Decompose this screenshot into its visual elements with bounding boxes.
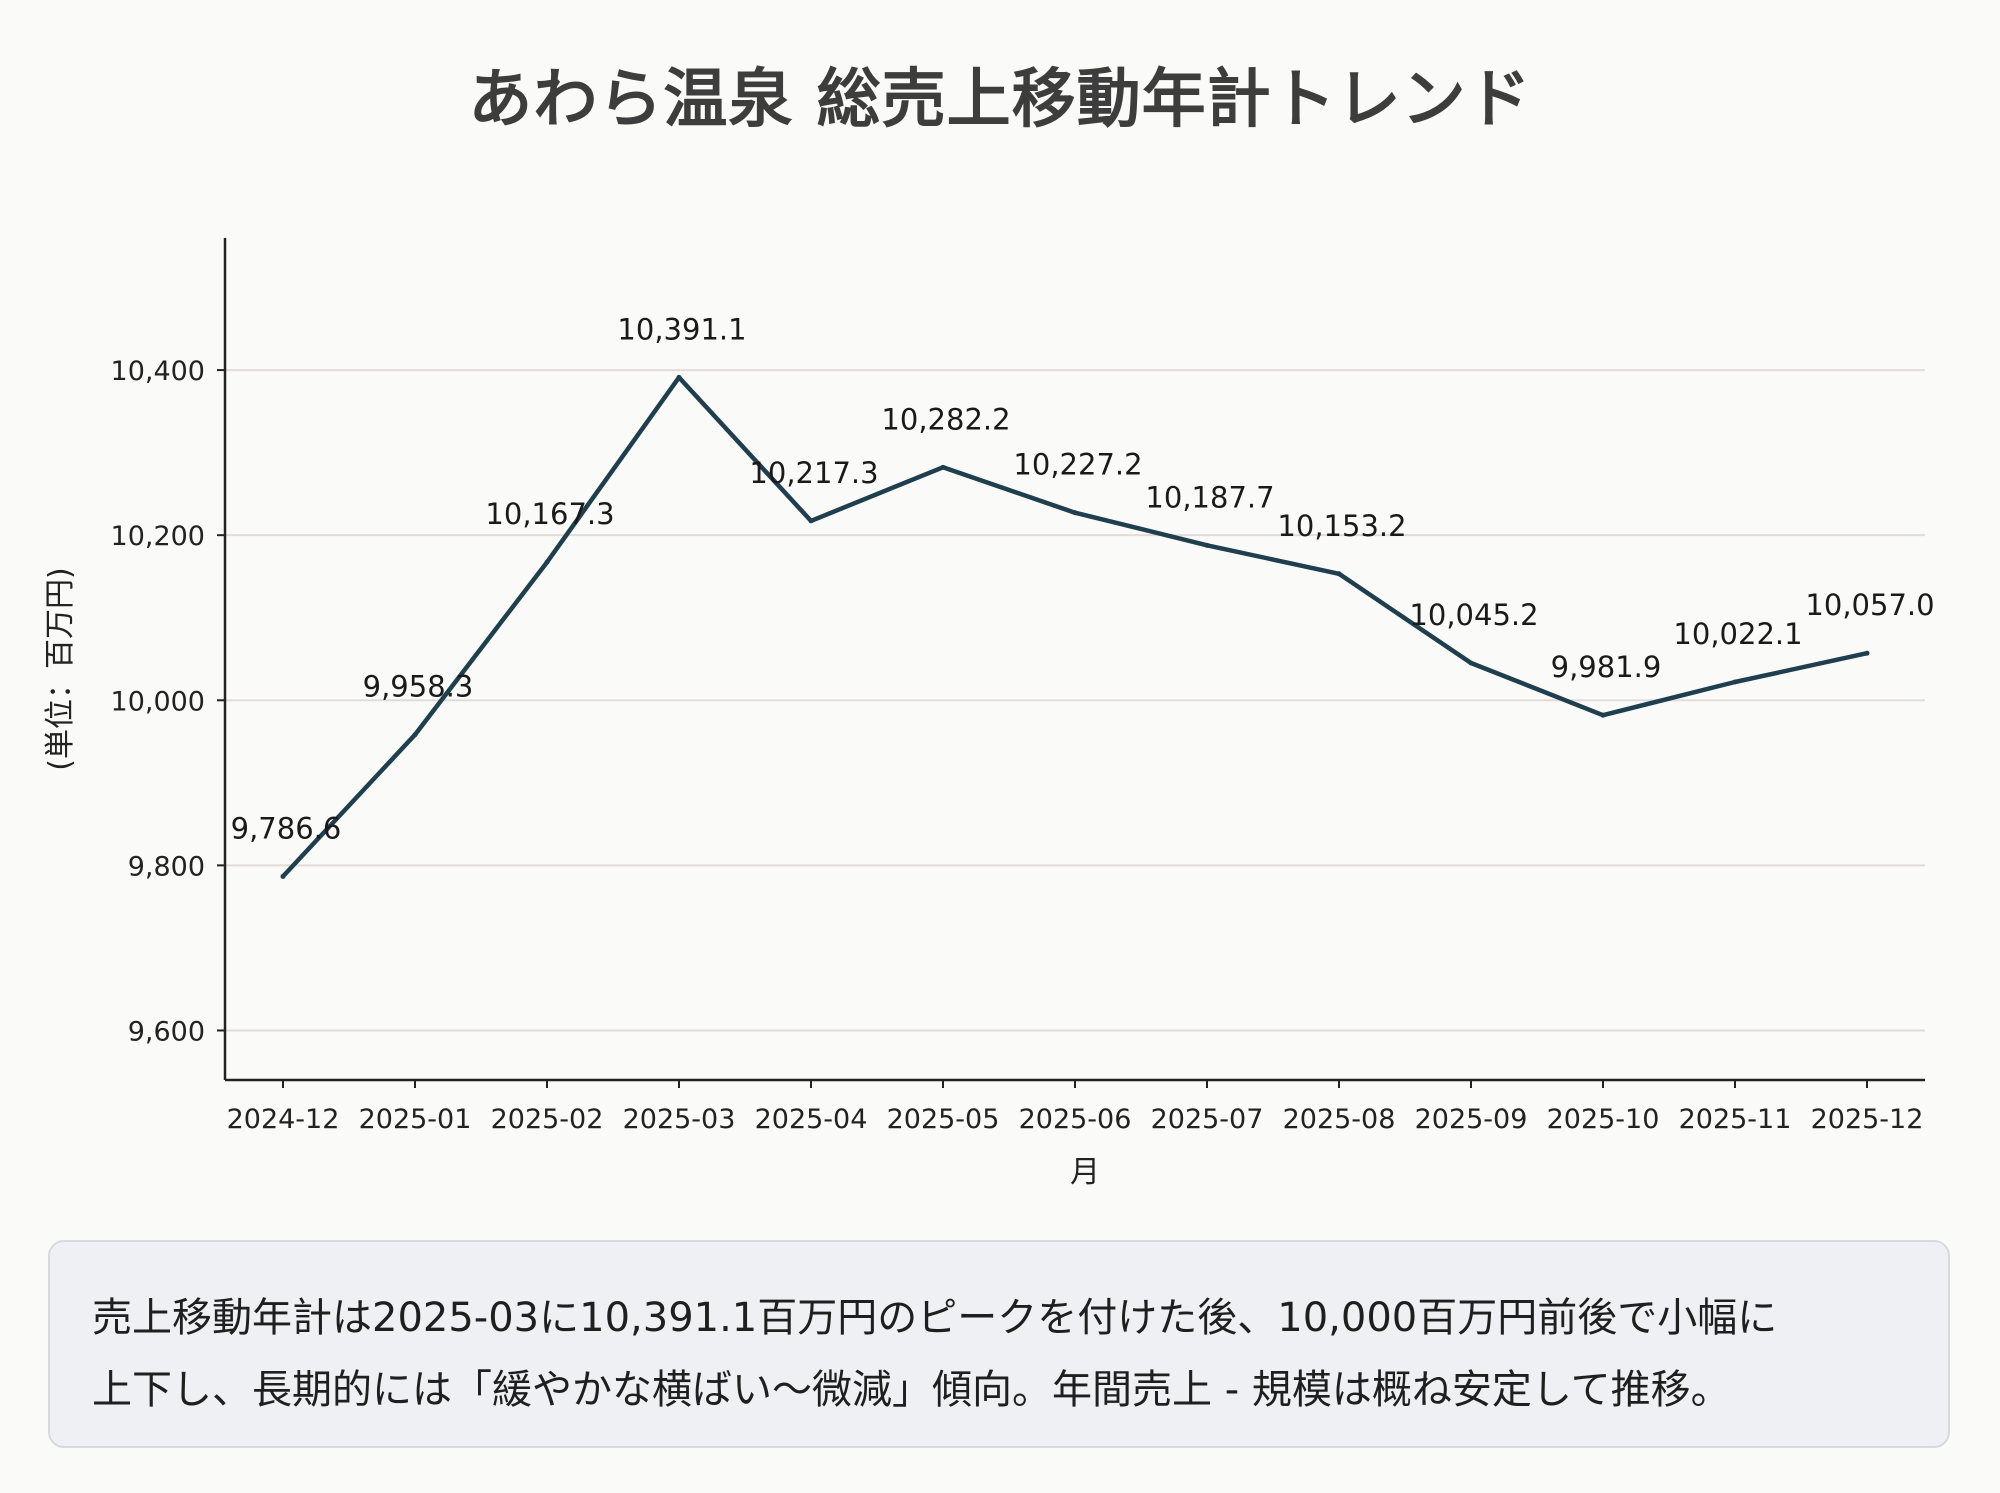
data-label: 9,958.3 [363,670,474,704]
data-label: 10,187.7 [1145,480,1274,514]
data-label: 9,786.6 [231,811,342,845]
y-tick-label: 9,600 [128,1016,205,1047]
x-tick-label: 2025-06 [1019,1104,1132,1135]
data-point [940,464,946,470]
x-tick-label: 2025-09 [1415,1104,1528,1135]
y-tick-label: 9,800 [128,851,205,882]
summary-box: 売上移動年計は2025-03に10,391.1百万円のピークを付けた後、10,0… [48,1240,1950,1448]
data-point [1336,571,1342,577]
y-tick-labels: 9,600 9,800 10,000 10,200 10,400 [111,356,205,1047]
data-point [1864,650,1870,656]
y-tick-label: 10,200 [111,521,205,552]
y-axis-title: (単位：百万円) [43,567,78,770]
data-point [1468,660,1474,666]
data-point [412,732,418,738]
data-label: 10,022.1 [1673,617,1802,651]
summary-line-1: 売上移動年計は2025-03に10,391.1百万円のピークを付けた後、10,0… [92,1295,1778,1341]
x-tick-label: 2025-10 [1547,1104,1660,1135]
chart-title: あわら温泉 総売上移動年計トレンド [468,63,1532,137]
data-label: 10,057.0 [1805,588,1934,622]
data-point [808,518,814,524]
data-labels: 9,786.69,958.310,167.310,391.110,217.310… [231,312,1935,845]
x-tick-label: 2025-12 [1811,1104,1924,1135]
x-tick-label: 2025-08 [1283,1104,1396,1135]
axes [217,238,1925,1088]
x-tick-label: 2025-07 [1151,1104,1264,1135]
data-point [1732,679,1738,685]
x-tick-label: 2025-01 [359,1104,472,1135]
data-point [1072,510,1078,516]
x-tick-label: 2025-02 [491,1104,604,1135]
x-tick-labels: 2024-12 2025-01 2025-02 2025-03 2025-04 2025-… [227,1104,1924,1135]
x-tick-label: 2025-05 [887,1104,1000,1135]
x-tick-label: 2024-12 [227,1104,340,1135]
data-point [544,559,550,565]
data-label: 10,391.1 [617,312,746,346]
data-label: 10,217.3 [749,456,878,490]
x-tick-label: 2025-04 [755,1104,868,1135]
x-tick-label: 2025-03 [623,1104,736,1135]
data-point [1600,712,1606,718]
data-label: 10,167.3 [485,497,614,531]
data-label: 10,227.2 [1013,448,1142,482]
x-axis-title: 月 [1070,1155,1100,1190]
data-label: 10,282.2 [881,402,1010,436]
data-point [1204,542,1210,548]
y-tick-label: 10,000 [111,686,205,717]
data-point [676,374,682,380]
y-tick-label: 10,400 [111,356,205,387]
data-label: 10,153.2 [1277,509,1406,543]
series-line-layer [280,374,1870,879]
x-tick-label: 2025-11 [1679,1104,1792,1135]
data-label: 9,981.9 [1551,650,1662,684]
data-point [280,873,286,879]
data-label: 10,045.2 [1409,598,1538,632]
summary-line-2: 上下し、長期的には「緩やかな横ばい～微減」傾向。年間売上 - 規模は概ね安定して… [92,1367,1731,1413]
grid-lines [225,369,1925,1032]
line-chart: 9,600 9,800 10,000 10,200 10,400 2024-12 2025… [43,238,1935,1190]
